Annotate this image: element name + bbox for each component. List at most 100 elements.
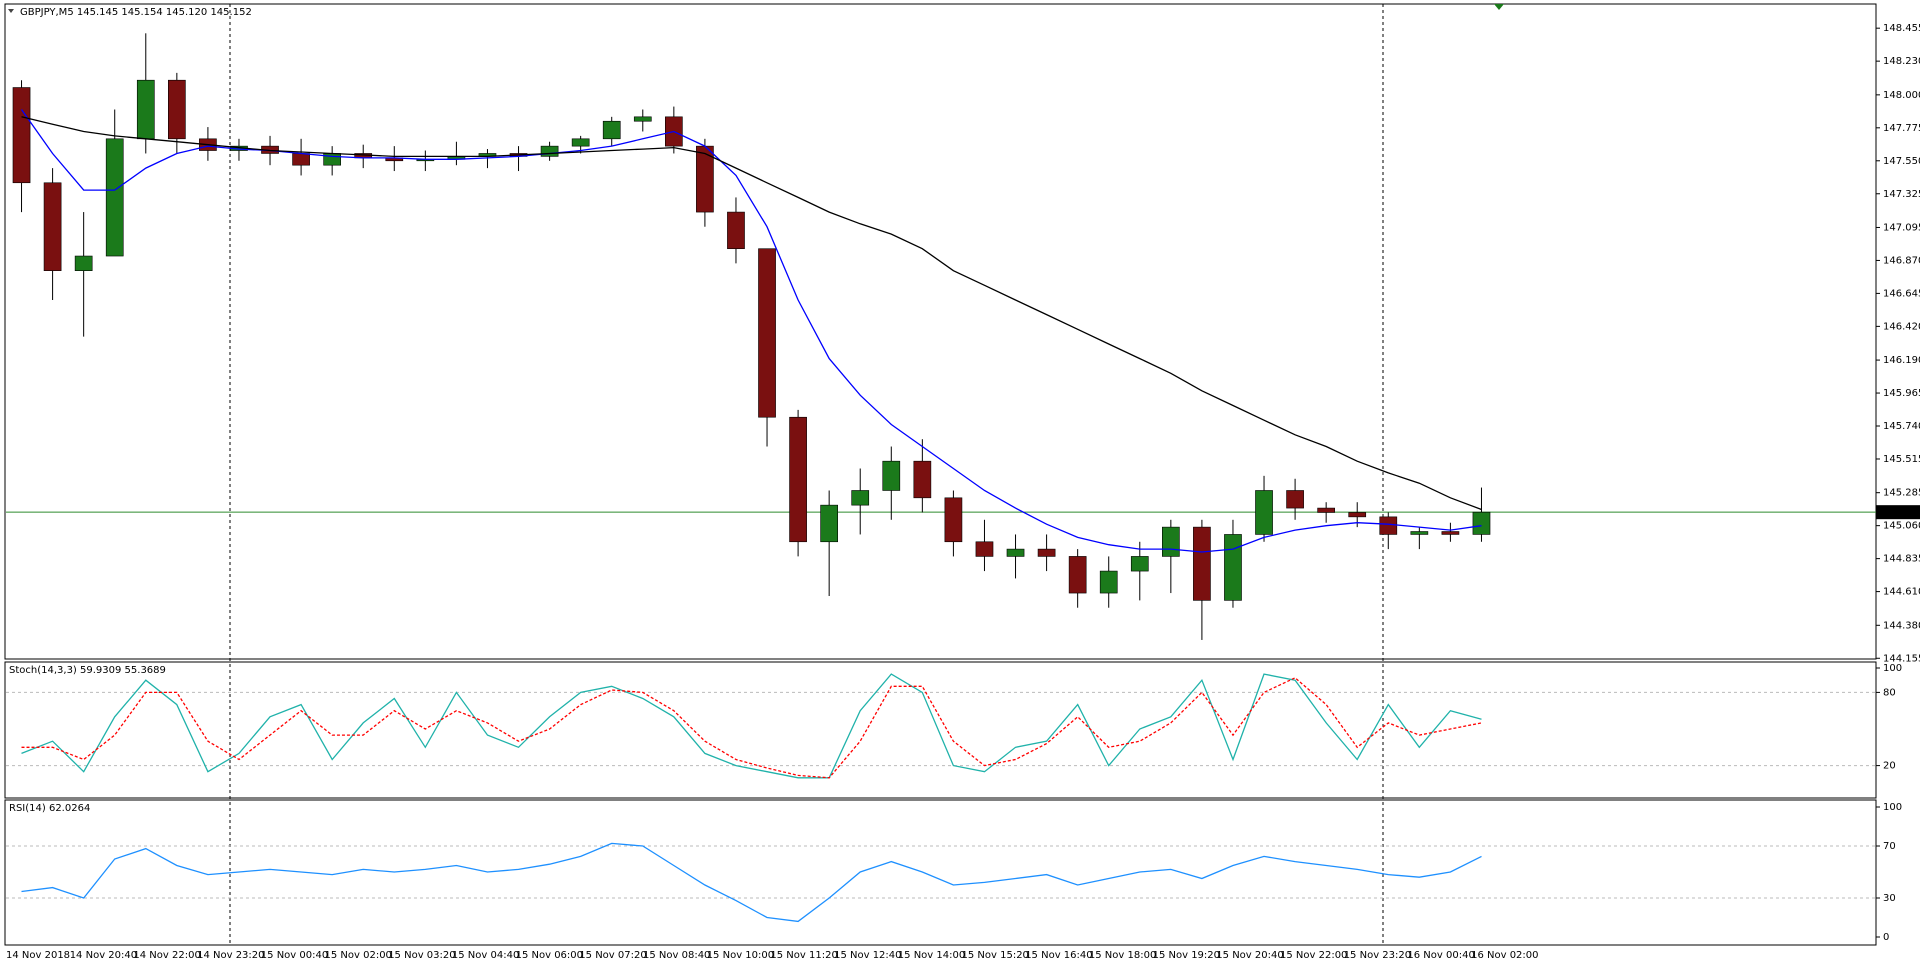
y-tick-label: 145.285 xyxy=(1883,488,1920,499)
x-tick-label: 16 Nov 00:40 xyxy=(1407,950,1474,961)
x-tick-label: 15 Nov 04:40 xyxy=(452,950,519,961)
x-tick-label: 15 Nov 08:40 xyxy=(643,950,710,961)
y-tick-label: 147.325 xyxy=(1883,189,1920,200)
candle-body xyxy=(540,145,559,157)
candle-body xyxy=(851,490,870,506)
y-tick-label: 145.965 xyxy=(1883,388,1920,399)
candle-body xyxy=(913,460,932,499)
candle-body xyxy=(571,138,590,147)
candle-body xyxy=(727,211,745,250)
y-tick-label: 148.230 xyxy=(1883,56,1920,67)
x-tick-label: 14 Nov 22:00 xyxy=(133,950,200,961)
candle-body xyxy=(758,248,776,418)
stoch-panel-frame xyxy=(4,661,1877,799)
candle-body xyxy=(1348,512,1367,518)
candle-body xyxy=(1162,526,1180,557)
candle-body xyxy=(820,504,838,543)
y-tick-label: 148.000 xyxy=(1883,90,1920,101)
y-tick-label: 80 xyxy=(1883,687,1896,698)
y-tick-label: 146.645 xyxy=(1883,288,1920,299)
x-tick-label: 15 Nov 22:00 xyxy=(1280,950,1347,961)
candle-body xyxy=(1255,490,1273,535)
x-tick-label: 14 Nov 23:20 xyxy=(197,950,264,961)
x-tick-label: 15 Nov 11:20 xyxy=(770,950,837,961)
current-price-box xyxy=(1876,505,1920,520)
candle-body xyxy=(1472,511,1491,535)
x-tick-label: 15 Nov 18:00 xyxy=(1089,950,1156,961)
indicator-line xyxy=(21,677,1482,779)
y-tick-label: 100 xyxy=(1883,663,1902,674)
shift-marker xyxy=(1494,4,1504,10)
candle-body xyxy=(43,182,62,271)
x-tick-label: 15 Nov 16:40 xyxy=(1025,950,1092,961)
y-tick-label: 144.835 xyxy=(1883,554,1920,565)
x-tick-label: 16 Nov 02:00 xyxy=(1471,950,1538,961)
x-tick-label: 15 Nov 10:00 xyxy=(707,950,774,961)
candle-body xyxy=(1099,570,1118,594)
candle-body xyxy=(1130,556,1149,572)
y-tick-label: 145.060 xyxy=(1883,521,1920,532)
stoch-title: Stoch(14,3,3) 59.9309 55.3689 xyxy=(9,665,166,676)
candle-body xyxy=(602,120,621,140)
x-tick-label: 14 Nov 2018 xyxy=(6,950,70,961)
indicator-line xyxy=(21,116,1482,511)
candle-body xyxy=(105,138,124,257)
candle-body xyxy=(1379,516,1398,535)
chart-title: GBPJPY,M5 145.145 145.154 145.120 145.15… xyxy=(20,7,252,18)
x-tick-label: 15 Nov 07:20 xyxy=(579,950,646,961)
x-tick-label: 15 Nov 00:40 xyxy=(261,950,328,961)
y-tick-label: 100 xyxy=(1883,802,1902,813)
candle-body xyxy=(1193,526,1211,601)
candle-body xyxy=(12,87,31,184)
candle-body xyxy=(1317,507,1335,513)
candle-body xyxy=(292,153,310,166)
y-tick-label: 30 xyxy=(1883,893,1896,904)
x-tick-label: 15 Nov 12:40 xyxy=(834,950,901,961)
x-tick-label: 15 Nov 02:00 xyxy=(325,950,392,961)
x-tick-label: 14 Nov 20:40 xyxy=(70,950,137,961)
y-tick-label: 144.380 xyxy=(1883,620,1920,631)
y-tick-label: 20 xyxy=(1883,761,1896,772)
title-arrow xyxy=(8,9,14,13)
indicator-line xyxy=(21,842,1482,923)
y-tick-label: 147.550 xyxy=(1883,156,1920,167)
candle-body xyxy=(1286,490,1304,509)
x-tick-label: 15 Nov 06:00 xyxy=(516,950,583,961)
candle-body xyxy=(1410,531,1429,535)
y-tick-label: 145.740 xyxy=(1883,421,1920,432)
y-tick-label: 144.155 xyxy=(1883,653,1920,664)
candle-body xyxy=(136,79,155,140)
rsi-title: RSI(14) 62.0264 xyxy=(9,803,90,814)
rsi-panel-frame xyxy=(4,799,1877,946)
candle-body xyxy=(975,541,994,557)
indicator-line xyxy=(21,673,1482,779)
candle-body xyxy=(168,79,186,140)
candle-body xyxy=(633,116,652,122)
y-tick-label: 148.455 xyxy=(1883,23,1920,34)
candle-body xyxy=(1441,531,1460,535)
y-tick-label: 146.420 xyxy=(1883,321,1920,332)
x-tick-label: 15 Nov 20:40 xyxy=(1216,950,1283,961)
candle-body xyxy=(1037,548,1056,557)
y-tick-label: 146.870 xyxy=(1883,255,1920,266)
x-tick-label: 15 Nov 03:20 xyxy=(388,950,455,961)
x-tick-label: 15 Nov 15:20 xyxy=(962,950,1029,961)
candle-body xyxy=(882,460,901,491)
candle-body xyxy=(1006,548,1025,557)
candle-body xyxy=(1068,556,1087,594)
x-tick-label: 15 Nov 14:00 xyxy=(898,950,965,961)
y-tick-label: 70 xyxy=(1883,841,1896,852)
y-tick-label: 146.190 xyxy=(1883,355,1920,366)
y-tick-label: 145.515 xyxy=(1883,454,1920,465)
y-tick-label: 0 xyxy=(1883,932,1889,943)
x-tick-label: 15 Nov 19:20 xyxy=(1153,950,1220,961)
current-price-label: 145.152 xyxy=(1880,507,1920,518)
y-tick-label: 147.095 xyxy=(1883,222,1920,233)
x-tick-label: 15 Nov 23:20 xyxy=(1344,950,1411,961)
main-panel-frame xyxy=(4,3,1877,660)
candle-body xyxy=(789,416,807,543)
candle-body xyxy=(1224,534,1242,601)
candle-body xyxy=(74,255,93,271)
